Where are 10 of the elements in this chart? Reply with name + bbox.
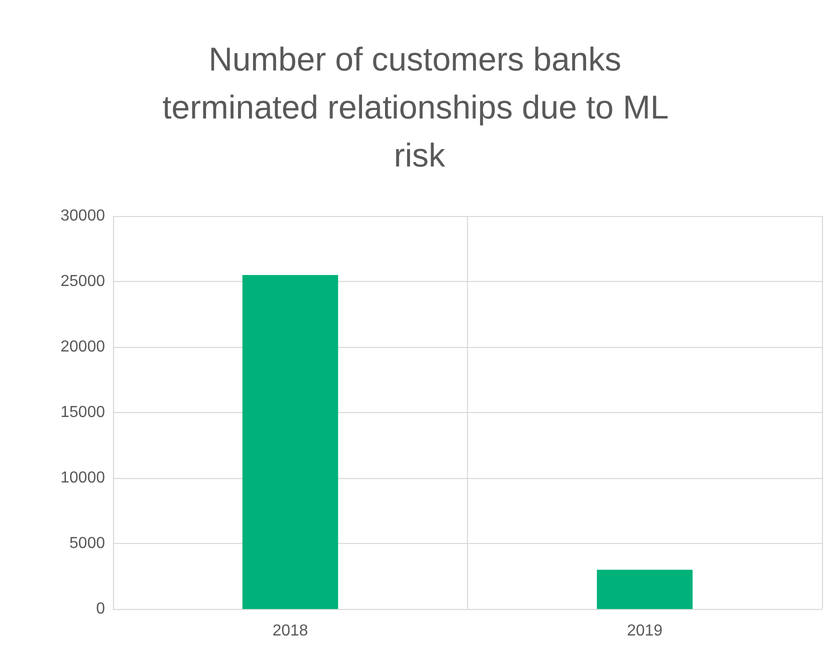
x-tick-label: 2018 <box>272 622 308 640</box>
x-tick-label: 2019 <box>626 622 663 640</box>
y-tick-label: 10000 <box>60 470 106 486</box>
y-tick-label: 15000 <box>60 404 106 421</box>
y-tick-label: 20000 <box>60 338 106 356</box>
y-tick-label: 25000 <box>60 273 106 290</box>
y-tick-label: 0 <box>96 600 106 618</box>
y-tick-label: 30000 <box>60 208 106 224</box>
y-tick-label: 5000 <box>69 535 106 552</box>
chart-title: Number of customers banks terminated relationships due to ML risk <box>162 40 677 174</box>
